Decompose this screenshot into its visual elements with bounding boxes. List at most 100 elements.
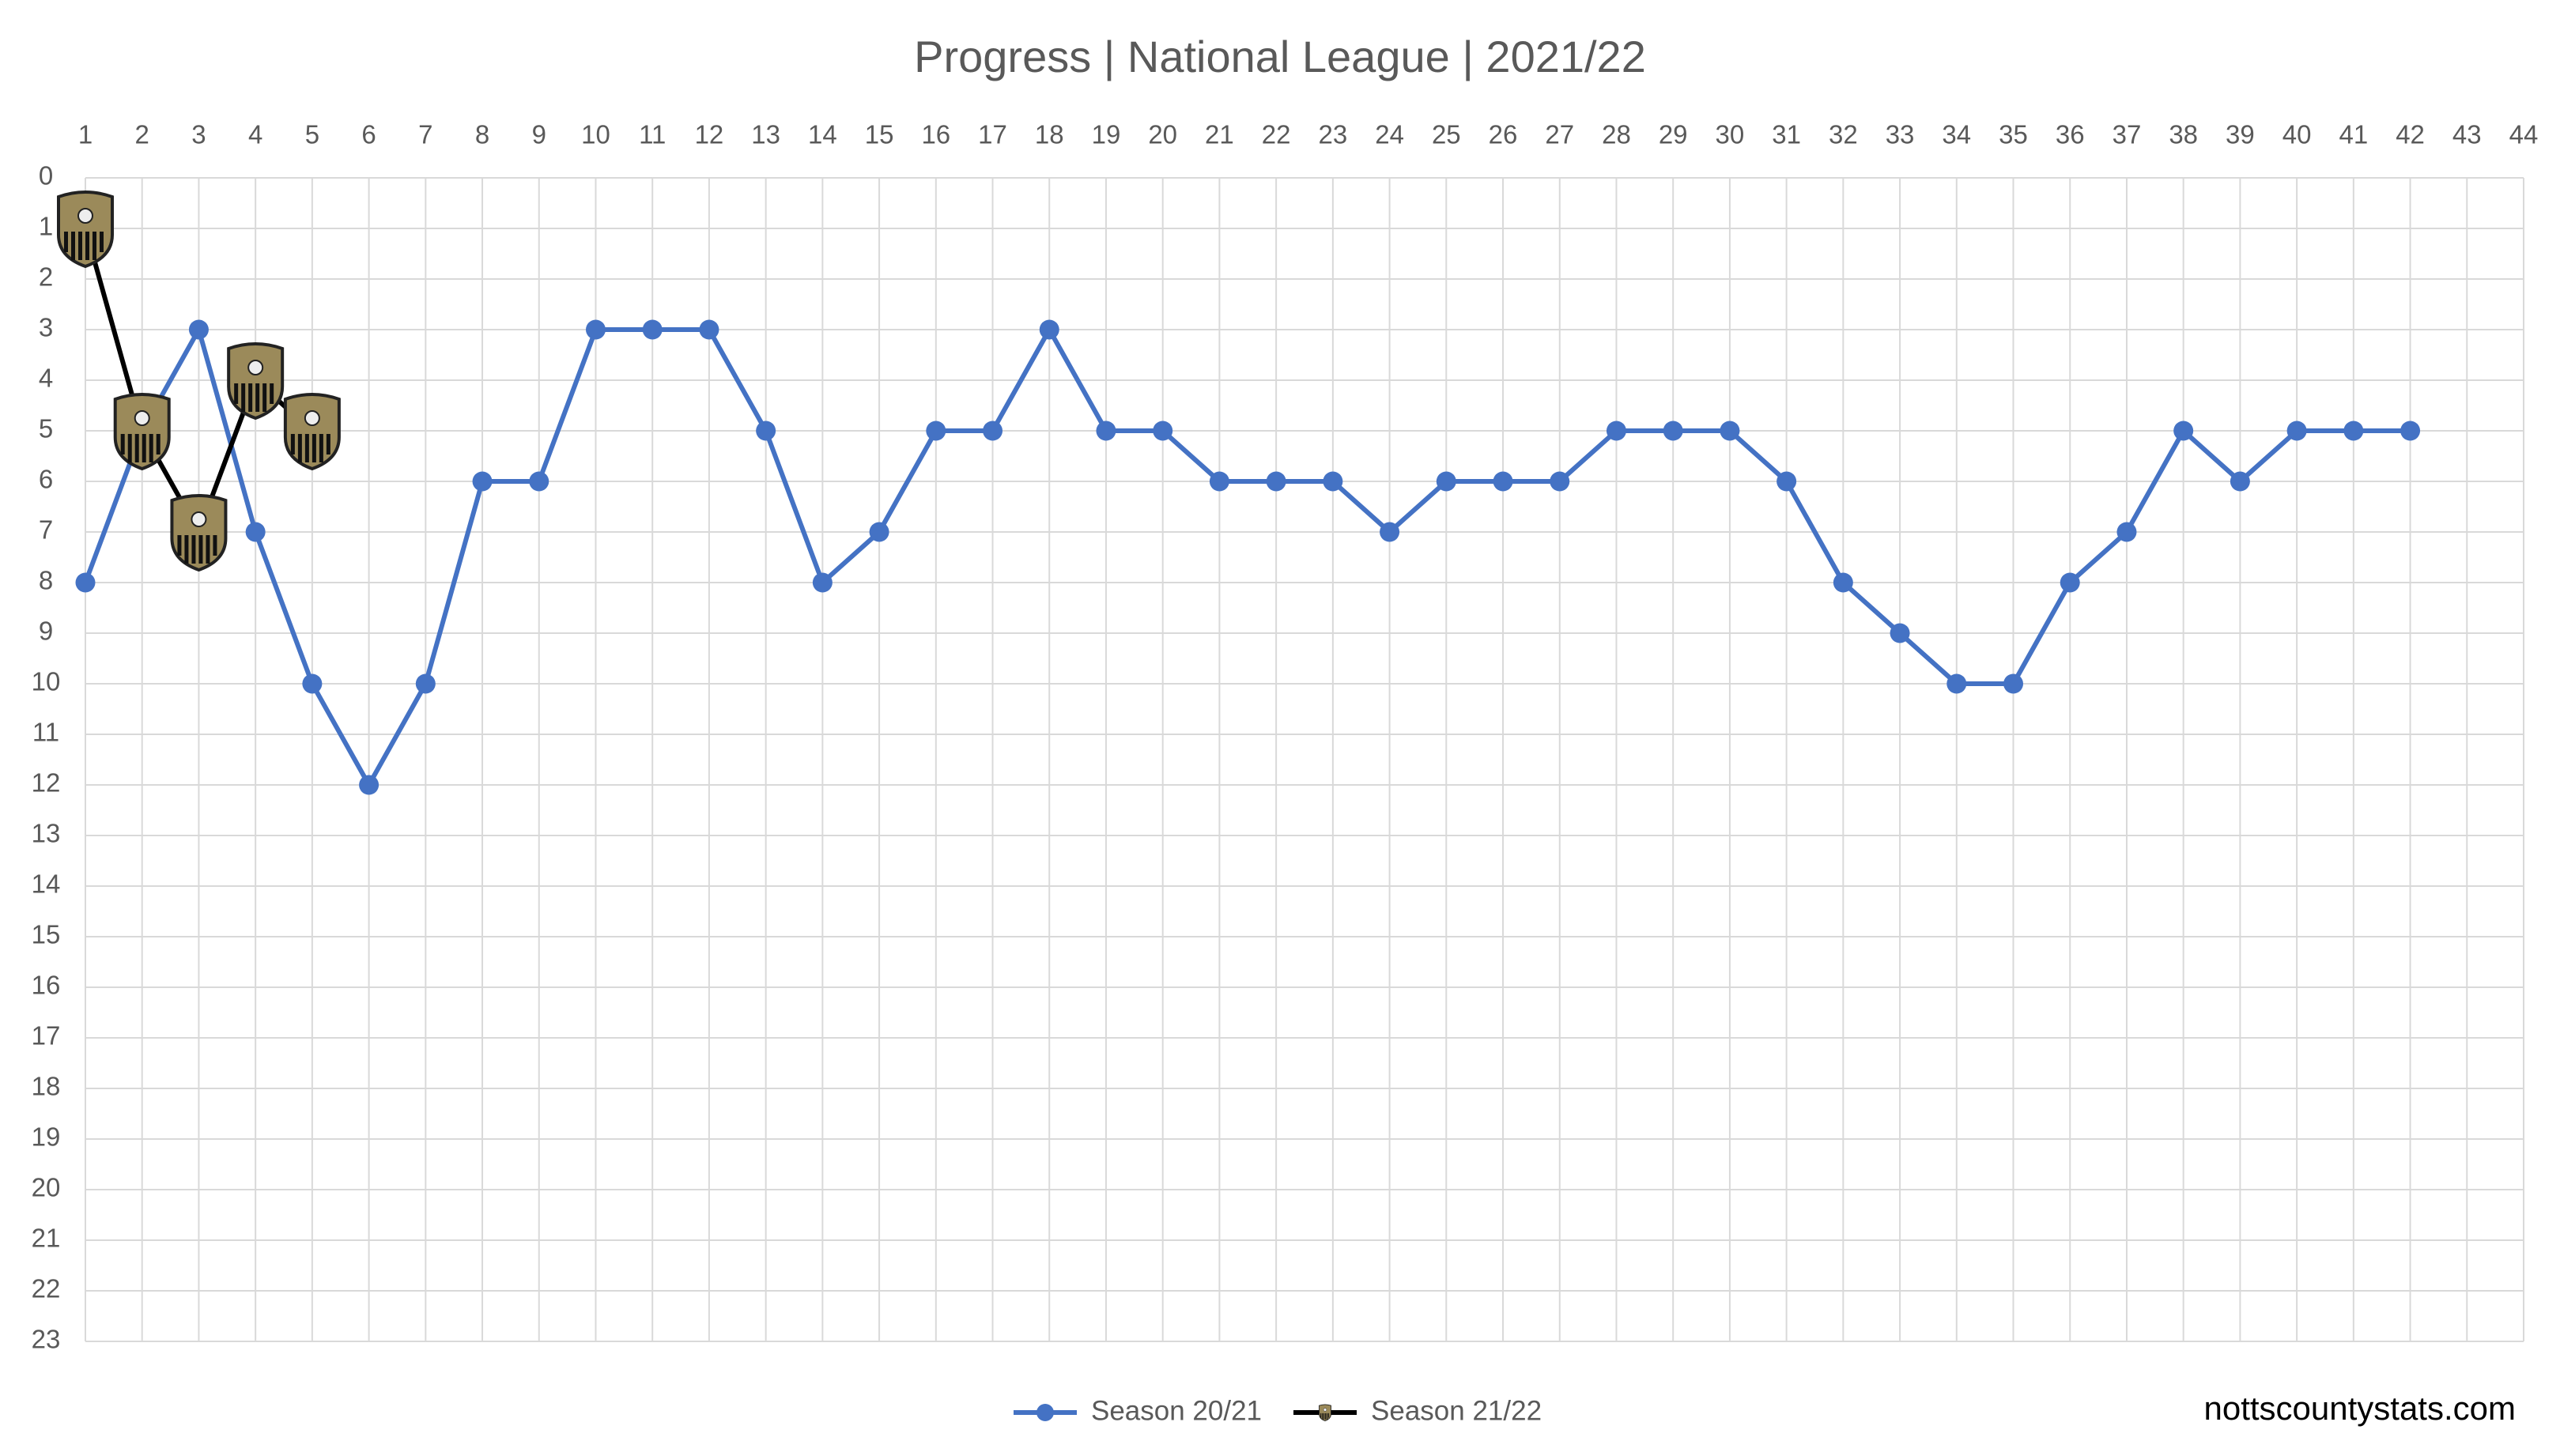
- point: [1493, 471, 1513, 492]
- y-tick-label: 4: [39, 364, 53, 393]
- x-tick-label: 17: [978, 120, 1007, 149]
- point: [188, 319, 209, 340]
- x-tick-label: 21: [1205, 120, 1234, 149]
- badge-stripe: [304, 434, 309, 462]
- badge-crest: [304, 410, 320, 426]
- y-tick-label: 1: [39, 212, 53, 241]
- badge-stripe: [1320, 1413, 1322, 1418]
- badge-stripe: [319, 434, 323, 462]
- badge-stripe: [213, 535, 217, 556]
- point: [1663, 421, 1683, 441]
- point: [812, 572, 833, 593]
- badge-stripe: [71, 232, 75, 260]
- point: [1096, 421, 1116, 441]
- badge-crest: [247, 360, 264, 375]
- y-tick-label: 15: [32, 920, 61, 949]
- x-tick-label: 7: [418, 120, 432, 149]
- x-tick-label: 37: [2113, 120, 2142, 149]
- badge-stripe: [64, 232, 68, 252]
- point: [926, 421, 946, 441]
- chart-title: Progress | National League | 2021/22: [914, 32, 1646, 81]
- y-tick-label: 22: [32, 1274, 61, 1303]
- badge-stripe: [78, 232, 82, 260]
- x-tick-label: 35: [1999, 120, 2028, 149]
- badge-stripe: [120, 434, 125, 455]
- x-tick-label: 40: [2282, 120, 2312, 149]
- x-tick-label: 10: [581, 120, 610, 149]
- point: [1209, 471, 1229, 492]
- badge-marker: [57, 190, 114, 269]
- y-tick-label: 2: [39, 262, 53, 292]
- y-tick-label: 8: [39, 566, 53, 595]
- x-tick-label: 26: [1489, 120, 1518, 149]
- x-tick-label: 30: [1716, 120, 1745, 149]
- point: [2003, 673, 2024, 694]
- badge-stripe: [270, 383, 274, 404]
- y-tick-label: 6: [39, 465, 53, 494]
- x-tick-label: 11: [639, 120, 666, 149]
- y-tick-label: 3: [39, 313, 53, 342]
- y-tick-label: 21: [32, 1224, 61, 1253]
- y-tick-label: 9: [39, 617, 53, 646]
- y-tick-label: 5: [39, 414, 53, 443]
- point: [1266, 471, 1286, 492]
- badge-crest: [1323, 1408, 1327, 1412]
- point: [529, 471, 549, 492]
- y-tick-label: 20: [32, 1173, 61, 1202]
- point: [2343, 421, 2364, 441]
- badge-stripe: [127, 434, 132, 462]
- x-tick-label: 4: [248, 120, 262, 149]
- y-tick-label: 17: [32, 1021, 61, 1051]
- point: [585, 319, 606, 340]
- series-line: [83, 327, 2411, 787]
- point: [2400, 421, 2421, 441]
- badge-stripe: [312, 434, 316, 462]
- point: [1153, 421, 1173, 441]
- x-tick-label: 33: [1886, 120, 1915, 149]
- point: [1550, 471, 1570, 492]
- badge-stripe: [149, 434, 153, 462]
- x-tick-label: 25: [1432, 120, 1461, 149]
- badge-crest: [134, 410, 150, 426]
- point: [1039, 319, 1059, 340]
- y-tick-label: 10: [32, 667, 61, 696]
- badge-stripe: [142, 434, 146, 462]
- x-tick-label: 15: [865, 120, 894, 149]
- badge-stripe: [134, 434, 139, 462]
- point: [2286, 421, 2307, 441]
- x-tick-label: 23: [1319, 120, 1348, 149]
- x-tick-label: 41: [2339, 120, 2368, 149]
- x-tick-label: 43: [2452, 120, 2482, 149]
- badge-stripe: [184, 535, 189, 564]
- point: [245, 522, 266, 542]
- y-tick-label: 16: [32, 971, 61, 1000]
- badge-stripe: [297, 434, 302, 462]
- x-tick-label: 28: [1602, 120, 1631, 149]
- x-tick-label: 12: [695, 120, 724, 149]
- legend-label: Season 20/21: [1091, 1395, 1262, 1426]
- badge-stripe: [100, 232, 104, 252]
- y-tick-label: 14: [32, 869, 61, 899]
- x-tick-label: 1: [78, 120, 93, 149]
- x-tick-label: 14: [808, 120, 837, 149]
- y-tick-label: 19: [32, 1122, 61, 1152]
- badge-stripe: [241, 383, 246, 412]
- x-tick-label: 20: [1148, 120, 1177, 149]
- x-tick-label: 24: [1375, 120, 1404, 149]
- badge-stripe: [326, 434, 330, 455]
- x-tick-label: 19: [1092, 120, 1121, 149]
- point: [75, 572, 96, 593]
- x-tick-label: 31: [1772, 120, 1801, 149]
- x-tick-label: 22: [1262, 120, 1291, 149]
- y-tick-label: 0: [39, 161, 53, 190]
- x-tick-label: 5: [305, 120, 319, 149]
- legend-marker: [1036, 1404, 1054, 1421]
- point: [415, 673, 436, 694]
- badge-stripe: [255, 383, 260, 412]
- x-tick-label: 34: [1942, 120, 1971, 149]
- y-tick-label: 11: [32, 718, 59, 747]
- y-tick-label: 13: [32, 819, 61, 848]
- point: [1606, 421, 1626, 441]
- badge-marker: [170, 494, 228, 572]
- y-tick-label: 23: [32, 1325, 61, 1354]
